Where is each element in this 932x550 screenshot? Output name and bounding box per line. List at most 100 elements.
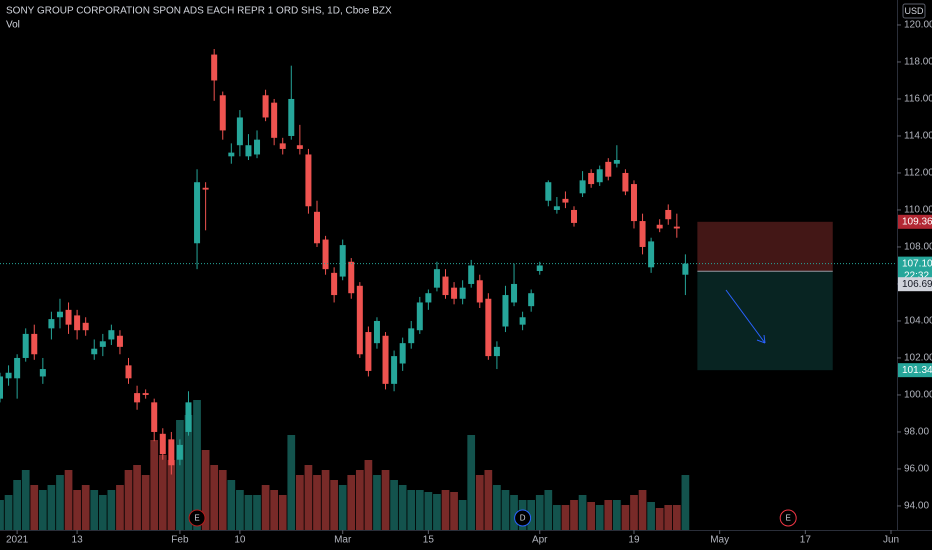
candle-body xyxy=(545,182,552,201)
candle-body xyxy=(254,139,261,155)
candle-body xyxy=(536,265,543,272)
volume-bar xyxy=(424,492,433,530)
candle-body xyxy=(673,226,680,229)
candle-body xyxy=(468,265,475,284)
candle-body xyxy=(613,160,620,164)
volume-bar xyxy=(184,415,193,530)
volume-bar xyxy=(510,495,518,530)
candle-body xyxy=(0,376,3,399)
candle-body xyxy=(56,311,63,318)
candle-body xyxy=(125,365,132,379)
volume-bar xyxy=(450,492,458,530)
candle-body xyxy=(279,143,286,149)
countdown: 22:32 xyxy=(904,270,929,281)
volume-bar xyxy=(150,440,159,530)
candle-body xyxy=(134,393,141,403)
candle-body xyxy=(511,283,518,303)
candle-body xyxy=(5,372,12,379)
volume-bar xyxy=(313,475,321,530)
candle-body xyxy=(185,402,192,432)
candle-body xyxy=(236,117,243,146)
candle-body xyxy=(48,319,55,329)
volume-bar xyxy=(124,470,133,530)
volume-bar xyxy=(664,505,673,530)
candle-body xyxy=(31,333,38,355)
candle-body xyxy=(425,293,432,303)
stop-zone xyxy=(697,221,833,272)
volume-bar xyxy=(227,480,236,530)
currency-box[interactable] xyxy=(902,3,926,19)
candle-body xyxy=(562,198,569,203)
candle-body xyxy=(485,298,492,357)
candle-body xyxy=(519,317,526,325)
volume-bar xyxy=(210,465,219,530)
candle-body xyxy=(459,287,466,299)
volume-bar xyxy=(167,460,176,530)
volume-bar xyxy=(158,455,167,530)
volume-bar xyxy=(253,495,261,530)
volume-bar xyxy=(90,490,99,530)
volume-bar xyxy=(655,508,664,530)
volume-bar xyxy=(330,480,338,530)
x-tick-label: Apr xyxy=(532,535,548,546)
volume-bar xyxy=(527,500,536,530)
candle-body xyxy=(245,145,252,157)
arrow xyxy=(725,289,766,344)
candle-body xyxy=(65,309,72,325)
candle-body xyxy=(365,332,372,371)
candle-body xyxy=(579,180,586,194)
volume-bar xyxy=(287,435,296,530)
price-label-box xyxy=(898,214,932,229)
x-tick-label: 2021 xyxy=(6,535,29,546)
volume-bar xyxy=(570,500,578,530)
candle-body xyxy=(108,330,115,340)
event-marker xyxy=(188,509,206,527)
volume-bar xyxy=(595,505,604,530)
candle-body xyxy=(339,245,346,277)
candle-body xyxy=(194,182,201,244)
volume-bar xyxy=(433,494,441,530)
candle-body xyxy=(553,206,560,210)
volume-bar xyxy=(398,485,407,530)
volume-bar xyxy=(176,420,184,530)
event-label: D xyxy=(520,514,526,523)
candle-body xyxy=(596,169,603,183)
candle-body xyxy=(331,272,338,296)
volume-bar xyxy=(587,502,596,530)
price-label: 107.10 xyxy=(902,258,932,269)
candle-body xyxy=(39,369,46,377)
volume-bar xyxy=(604,500,613,530)
arrow-head xyxy=(756,334,766,344)
x-tick-label: Mar xyxy=(334,535,352,546)
candle-body xyxy=(665,209,672,220)
y-tick-label: 118.00 xyxy=(904,57,932,68)
volume-bar xyxy=(244,495,253,530)
candle-body xyxy=(176,444,183,460)
candle-body xyxy=(416,302,423,331)
x-tick-label: 10 xyxy=(234,535,246,546)
volume-bar xyxy=(578,495,587,530)
volume-bar xyxy=(304,465,313,530)
volume-bar xyxy=(201,450,210,530)
x-tick-label: Feb xyxy=(171,535,189,546)
y-tick-label: 100.00 xyxy=(904,390,932,401)
y-tick-label: 94.00 xyxy=(904,501,929,512)
event-marker xyxy=(514,509,532,527)
currency[interactable]: USD xyxy=(904,6,924,16)
candle-body xyxy=(82,322,89,331)
x-tick-label: 17 xyxy=(800,535,812,546)
candle-body xyxy=(622,172,629,192)
candle-body xyxy=(399,343,406,364)
candle-body xyxy=(228,152,235,157)
volume-bar xyxy=(407,490,416,530)
candle-body xyxy=(262,95,269,118)
candle-body xyxy=(151,402,158,432)
volume-bar xyxy=(278,495,287,530)
y-tick-label: 110.00 xyxy=(904,205,932,216)
x-tick-label: Jun xyxy=(883,535,899,546)
volume-bar xyxy=(321,470,330,530)
volume-bar xyxy=(13,480,21,530)
volume-bar xyxy=(501,490,510,530)
candle-body xyxy=(493,346,500,357)
